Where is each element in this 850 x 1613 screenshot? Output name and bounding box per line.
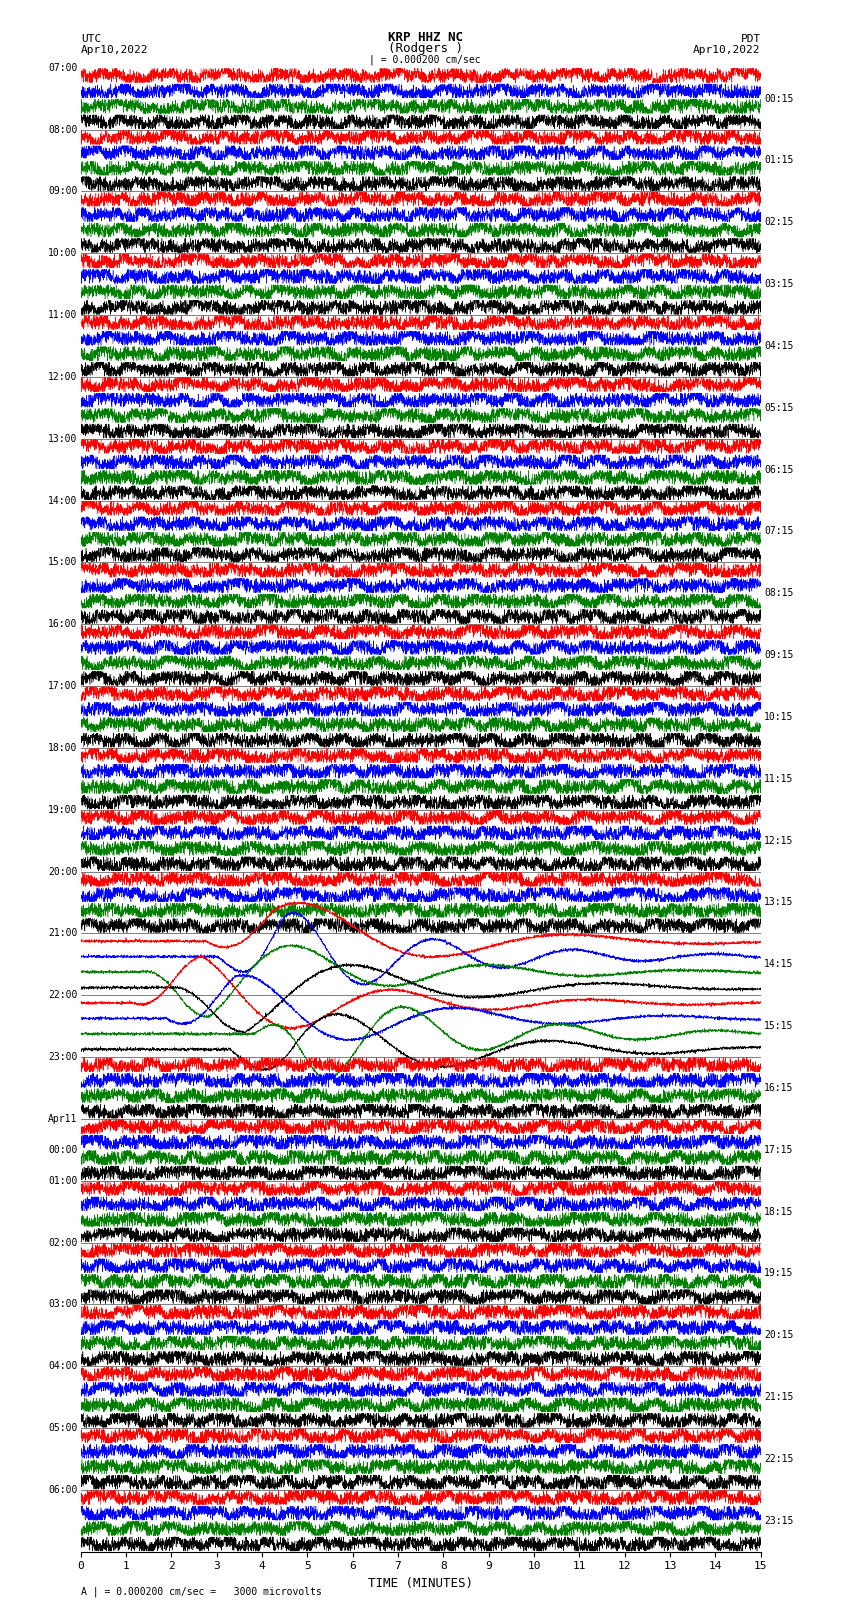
Text: 07:00: 07:00: [48, 63, 77, 73]
Text: 20:00: 20:00: [48, 866, 77, 876]
Text: 06:00: 06:00: [48, 1486, 77, 1495]
Text: 11:15: 11:15: [764, 774, 794, 784]
Text: 03:00: 03:00: [48, 1300, 77, 1310]
Text: 15:15: 15:15: [764, 1021, 794, 1031]
Text: 16:00: 16:00: [48, 619, 77, 629]
Text: 16:15: 16:15: [764, 1082, 794, 1094]
Text: 22:15: 22:15: [764, 1453, 794, 1465]
X-axis label: TIME (MINUTES): TIME (MINUTES): [368, 1578, 473, 1590]
Text: Apr10,2022: Apr10,2022: [81, 45, 148, 55]
Text: 07:15: 07:15: [764, 526, 794, 537]
Text: 09:15: 09:15: [764, 650, 794, 660]
Text: 23:15: 23:15: [764, 1516, 794, 1526]
Text: 01:00: 01:00: [48, 1176, 77, 1186]
Text: 19:15: 19:15: [764, 1268, 794, 1279]
Text: 13:15: 13:15: [764, 897, 794, 908]
Text: 05:15: 05:15: [764, 403, 794, 413]
Text: 20:15: 20:15: [764, 1331, 794, 1340]
Text: UTC: UTC: [81, 34, 101, 44]
Text: 08:15: 08:15: [764, 589, 794, 598]
Text: 02:00: 02:00: [48, 1237, 77, 1247]
Text: 10:00: 10:00: [48, 248, 77, 258]
Text: 19:00: 19:00: [48, 805, 77, 815]
Text: 06:15: 06:15: [764, 465, 794, 474]
Text: 00:15: 00:15: [764, 94, 794, 103]
Text: 22:00: 22:00: [48, 990, 77, 1000]
Text: 12:00: 12:00: [48, 373, 77, 382]
Text: Apr11: Apr11: [48, 1115, 77, 1124]
Text: 11:00: 11:00: [48, 310, 77, 319]
Text: 14:15: 14:15: [764, 960, 794, 969]
Text: 17:00: 17:00: [48, 681, 77, 690]
Text: Apr10,2022: Apr10,2022: [694, 45, 761, 55]
Text: 13:00: 13:00: [48, 434, 77, 444]
Text: 18:00: 18:00: [48, 744, 77, 753]
Text: 21:15: 21:15: [764, 1392, 794, 1402]
Text: 18:15: 18:15: [764, 1207, 794, 1216]
Text: 01:15: 01:15: [764, 155, 794, 166]
Text: KRP HHZ NC: KRP HHZ NC: [388, 31, 462, 44]
Text: 00:00: 00:00: [48, 1145, 77, 1155]
Text: 14:00: 14:00: [48, 495, 77, 505]
Text: PDT: PDT: [740, 34, 761, 44]
Text: 23:00: 23:00: [48, 1052, 77, 1061]
Text: 05:00: 05:00: [48, 1423, 77, 1432]
Text: 04:15: 04:15: [764, 340, 794, 352]
Text: 17:15: 17:15: [764, 1145, 794, 1155]
Text: 15:00: 15:00: [48, 558, 77, 568]
Text: 02:15: 02:15: [764, 218, 794, 227]
Text: 03:15: 03:15: [764, 279, 794, 289]
Text: | = 0.000200 cm/sec: | = 0.000200 cm/sec: [369, 53, 481, 65]
Text: 09:00: 09:00: [48, 187, 77, 197]
Text: A | = 0.000200 cm/sec =   3000 microvolts: A | = 0.000200 cm/sec = 3000 microvolts: [81, 1586, 321, 1597]
Text: 04:00: 04:00: [48, 1361, 77, 1371]
Text: 12:15: 12:15: [764, 836, 794, 845]
Text: 08:00: 08:00: [48, 124, 77, 134]
Text: (Rodgers ): (Rodgers ): [388, 42, 462, 55]
Text: 21:00: 21:00: [48, 929, 77, 939]
Text: 10:15: 10:15: [764, 711, 794, 723]
